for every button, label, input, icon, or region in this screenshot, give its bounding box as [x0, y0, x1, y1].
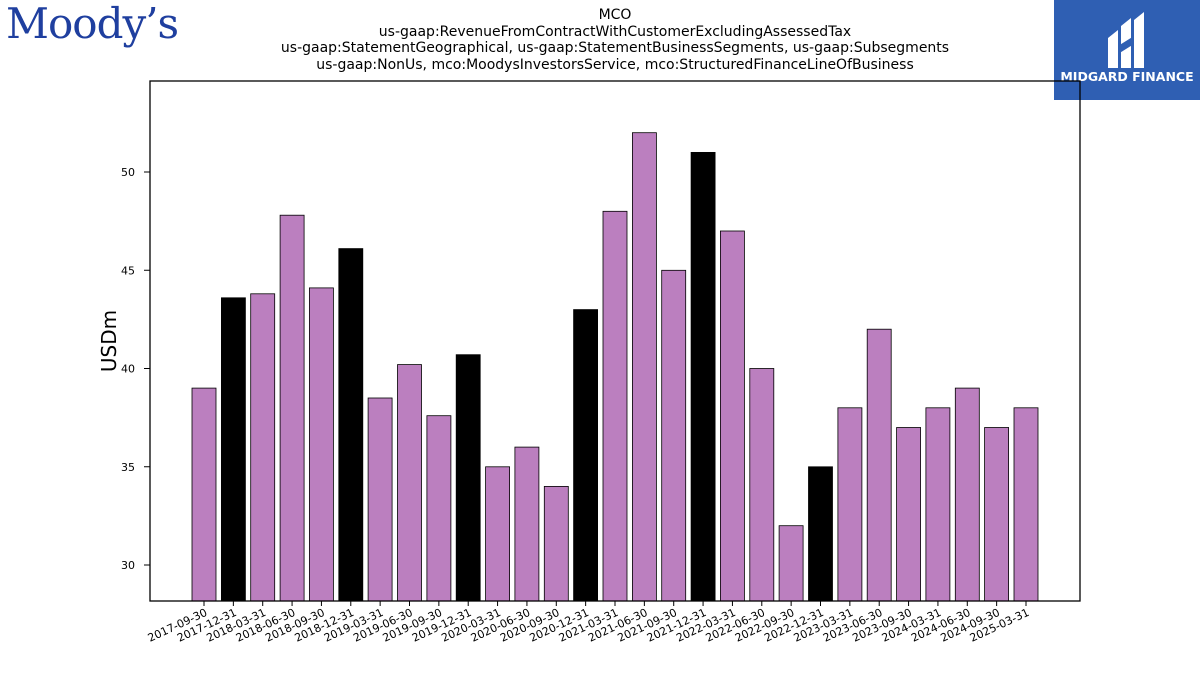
- bar: [543, 485, 569, 602]
- bar: [250, 293, 276, 602]
- bar: [896, 427, 921, 602]
- bar: [954, 387, 980, 602]
- bar: [866, 328, 892, 602]
- plot-frame: [149, 80, 1081, 602]
- bar: [632, 132, 657, 602]
- bar: [837, 407, 863, 602]
- x-axis: 2017-09-302017-12-312018-03-312018-06-30…: [146, 601, 1031, 645]
- y-tick-label: 40: [121, 363, 135, 376]
- y-axis-label: USDm: [97, 310, 121, 372]
- bar: [338, 248, 364, 602]
- bar: [661, 269, 687, 602]
- bar: [573, 309, 598, 602]
- bar: [191, 387, 217, 602]
- chart-title-line: us-gaap:RevenueFromContractWithCustomerE…: [378, 23, 852, 40]
- bar-group: [191, 132, 1039, 602]
- bar: [514, 446, 540, 602]
- bar: [455, 354, 481, 602]
- y-axis: 30 35 40 45 50: [121, 166, 150, 572]
- bar: [778, 525, 804, 602]
- bar: [397, 364, 422, 602]
- moodys-logo: Moody’s: [6, 0, 179, 48]
- chart-title: MCO us-gaap:RevenueFromContractWithCusto…: [200, 7, 1030, 73]
- bar: [308, 287, 334, 602]
- midgard-finance-wordmark: MIDGARD FINANCE: [1060, 69, 1194, 84]
- chart-title-line: us-gaap:StatementGeographical, us-gaap:S…: [280, 40, 950, 56]
- chart-title-line: us-gaap:NonUs, mco:MoodysInvestorsServic…: [316, 56, 914, 73]
- bar: [749, 368, 775, 602]
- bar: [426, 415, 452, 602]
- chart-title-line: MCO: [598, 7, 632, 23]
- bar: [602, 210, 628, 602]
- y-tick-label: 35: [121, 461, 135, 474]
- midgard-mark-icon: [1108, 12, 1144, 68]
- bar: [220, 297, 246, 602]
- bar: [485, 466, 511, 602]
- bar: [925, 407, 951, 602]
- midgard-finance-logo: MIDGARD FINANCE: [1054, 0, 1200, 100]
- bar: [367, 397, 393, 602]
- bar: [279, 214, 305, 602]
- bar: [720, 230, 745, 602]
- y-tick-label: 50: [121, 166, 135, 179]
- y-tick-label: 45: [121, 264, 135, 277]
- bar: [1013, 407, 1039, 602]
- bar: [808, 466, 833, 602]
- y-tick-label: 30: [121, 559, 135, 572]
- bar: [984, 427, 1009, 602]
- bar: [690, 151, 716, 602]
